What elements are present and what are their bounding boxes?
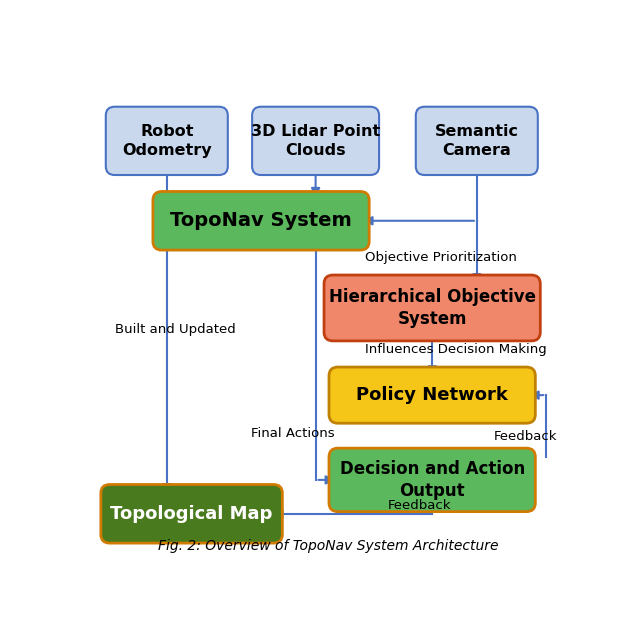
Text: Objective Prioritization: Objective Prioritization [365, 250, 517, 264]
Text: Policy Network: Policy Network [356, 386, 508, 404]
FancyBboxPatch shape [153, 191, 369, 250]
Text: TopoNav System: TopoNav System [170, 211, 352, 230]
FancyBboxPatch shape [252, 107, 379, 175]
FancyBboxPatch shape [101, 484, 282, 543]
FancyBboxPatch shape [416, 107, 538, 175]
Text: Decision and Action
Output: Decision and Action Output [340, 460, 525, 500]
Text: Built and Updated: Built and Updated [115, 323, 236, 337]
Text: Topological Map: Topological Map [111, 505, 273, 523]
Text: Final Actions: Final Actions [252, 427, 335, 440]
Text: Hierarchical Objective
System: Hierarchical Objective System [329, 288, 536, 328]
Text: Feedback: Feedback [388, 499, 451, 512]
FancyBboxPatch shape [106, 107, 228, 175]
Text: 3D Lidar Point
Clouds: 3D Lidar Point Clouds [251, 124, 380, 158]
Text: Fig. 2: Overview of TopoNav System Architecture: Fig. 2: Overview of TopoNav System Archi… [157, 538, 499, 552]
FancyBboxPatch shape [324, 275, 540, 341]
FancyBboxPatch shape [329, 448, 535, 511]
FancyBboxPatch shape [329, 367, 535, 423]
Text: Semantic
Camera: Semantic Camera [435, 124, 519, 158]
Text: Robot
Odometry: Robot Odometry [122, 124, 212, 158]
Text: Influences Decision Making: Influences Decision Making [365, 343, 547, 355]
Text: Feedback: Feedback [494, 430, 557, 443]
